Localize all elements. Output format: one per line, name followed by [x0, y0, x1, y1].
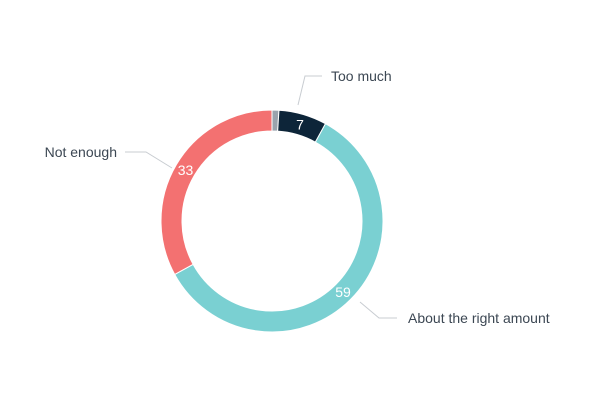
callout-labels: Too much About the right amount Not enough: [45, 68, 550, 326]
value-label-too-much: 7: [296, 116, 304, 132]
leader-line-not-enough: [125, 151, 173, 169]
value-label-about-the-right-amount: 59: [335, 284, 351, 300]
slice-value-labels: 7 59 33: [178, 116, 351, 300]
leader-line-about-the-right-amount: [359, 301, 397, 319]
leader-lines: [125, 75, 397, 319]
callout-label-not-enough: Not enough: [45, 144, 117, 160]
value-label-not-enough: 33: [178, 162, 194, 178]
donut-slices: [160, 109, 384, 333]
leader-line-too-much: [297, 75, 322, 106]
slice-not-enough[interactable]: [160, 109, 273, 276]
callout-label-about-the-right-amount: About the right amount: [408, 310, 550, 326]
callout-label-too-much: Too much: [331, 68, 392, 84]
